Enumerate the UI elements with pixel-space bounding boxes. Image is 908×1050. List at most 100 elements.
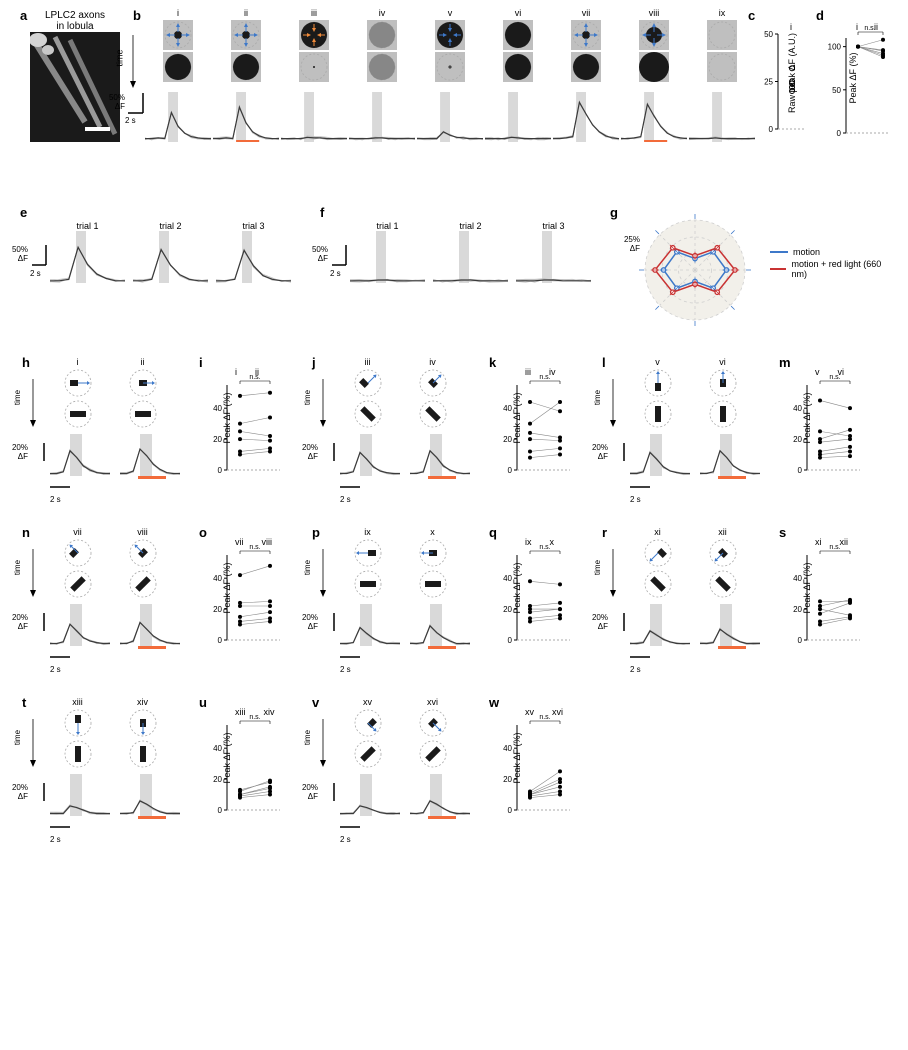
scale-x: 2 s: [50, 665, 61, 674]
trace-ii: [213, 92, 279, 142]
ylabel: Peak ΔF (%): [802, 548, 812, 628]
stim-icon: [353, 708, 383, 738]
stim-icon: [63, 739, 93, 769]
panel-d-label: d: [816, 8, 824, 23]
dot-plot: 02040n.s.: [495, 373, 585, 483]
roman: i: [50, 357, 105, 367]
time-label: time: [13, 730, 22, 745]
trial-label: trial 3: [516, 221, 591, 231]
stim-icon: [418, 368, 448, 398]
svg-text:0: 0: [508, 806, 513, 815]
trial-trace-2: [216, 231, 291, 286]
stim-icon-iv-1: [367, 52, 397, 82]
trace-v: [417, 92, 483, 142]
micrograph: [30, 32, 120, 142]
trial-trace-2: [516, 231, 591, 286]
time-label: time: [303, 730, 312, 745]
trace: [630, 434, 690, 479]
stim-icon-iii-0: [299, 20, 329, 50]
panel-label: n: [22, 525, 30, 540]
stim-icon-i-1: [163, 52, 193, 82]
roman: xixii: [815, 537, 848, 547]
panel-label: h: [22, 355, 30, 370]
stim-icon-i-0: [163, 20, 193, 50]
trial-trace-1: [433, 231, 508, 286]
scale-y: 50% ΔF: [2, 245, 28, 263]
roman: xiiixiv: [235, 707, 275, 717]
legend: motionmotion + red light (660 nm): [770, 245, 890, 281]
scale-y: 20% ΔF: [2, 783, 28, 801]
stim-icon: [353, 368, 383, 398]
trace: [120, 434, 180, 479]
trace: [340, 604, 400, 649]
svg-text:25: 25: [764, 78, 773, 87]
stim-icon-v-1: [435, 52, 465, 82]
scale-y: 20% ΔF: [2, 613, 28, 631]
trace: [50, 604, 110, 649]
panel-a-label: a: [20, 8, 27, 23]
ylabel-c: Raw peak ΔF (A.U.): [787, 23, 797, 123]
stim-icon-vi-0: [503, 20, 533, 50]
roman: xiii: [50, 697, 105, 707]
roman: xvxvi: [525, 707, 563, 717]
roman: viii: [115, 527, 170, 537]
scale-x: 2 s: [330, 269, 341, 278]
roman: iii: [340, 357, 395, 367]
ylabel: Peak ΔF (%): [222, 718, 232, 798]
stim-icon-vii-0: [571, 20, 601, 50]
svg-text:0: 0: [769, 125, 774, 134]
trial-label: trial 2: [133, 221, 208, 231]
panel-c-plot: 0 25 50: [760, 24, 810, 144]
stim-icon: [418, 538, 448, 568]
panel-d-plot: 050100n.s.: [828, 24, 898, 144]
stim-icon: [63, 368, 93, 398]
panel-label: j: [312, 355, 316, 370]
svg-text:50: 50: [764, 30, 773, 39]
stim-icon: [643, 538, 673, 568]
panel-b-label: b: [133, 8, 141, 23]
roman-viii: viii: [621, 8, 687, 18]
roman: xiv: [115, 697, 170, 707]
dot-plot: 02040n.s.: [495, 713, 585, 823]
roman-v: v: [417, 8, 483, 18]
trace: [700, 434, 760, 479]
roman: xi: [630, 527, 685, 537]
roman: iiiiv: [525, 367, 556, 377]
scale-x: 2 s: [340, 665, 351, 674]
roman: vii: [50, 527, 105, 537]
roman: v: [630, 357, 685, 367]
roman-iii: iii: [281, 8, 347, 18]
trial-trace-0: [50, 231, 125, 286]
panel-label: p: [312, 525, 320, 540]
svg-text:0: 0: [798, 466, 803, 475]
dot-plot: 02040n.s.: [785, 543, 875, 653]
stim-icon-viii-1: [639, 52, 669, 82]
trace: [410, 604, 470, 649]
ylabel: Peak ΔF (%): [512, 548, 522, 628]
trace-viii: [621, 92, 687, 142]
svg-text:50: 50: [832, 86, 841, 95]
scale-y: 20% ΔF: [292, 783, 318, 801]
trace: [50, 774, 110, 819]
stim-icon: [128, 739, 158, 769]
roman: xvi: [405, 697, 460, 707]
stim-icon: [128, 708, 158, 738]
trace: [120, 774, 180, 819]
ylabel: Peak ΔF (%): [222, 548, 232, 628]
stim-icon-iv-0: [367, 20, 397, 50]
stim-icon: [353, 569, 383, 599]
stim-icon-vii-1: [571, 52, 601, 82]
scale-y: 20% ΔF: [292, 613, 318, 631]
time-label: time: [593, 390, 602, 405]
stim-icon-ii-0: [231, 20, 261, 50]
scale-x: 2 s: [340, 495, 351, 504]
trial-trace-1: [133, 231, 208, 286]
ylabel: Peak ΔF (%): [512, 378, 522, 458]
scale-x: 2 s: [340, 835, 351, 844]
stim-icon: [643, 569, 673, 599]
scale-y: 20% ΔF: [292, 443, 318, 461]
scale-x: 2 s: [630, 495, 641, 504]
roman: vi: [695, 357, 750, 367]
time-label: time: [303, 560, 312, 575]
stim-icon-ix-0: [707, 20, 737, 50]
